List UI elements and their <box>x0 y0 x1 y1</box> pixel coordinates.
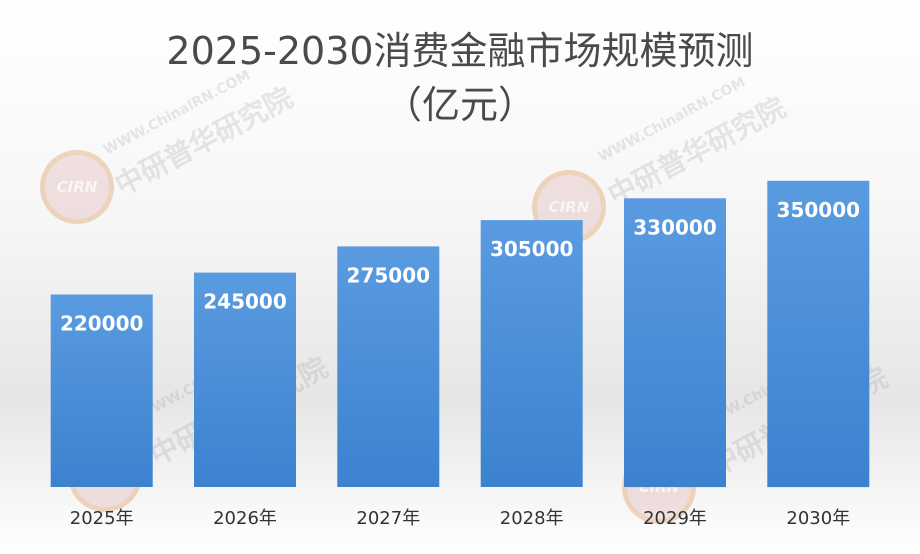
x-tick-label: 2028年 <box>500 508 564 529</box>
bar-2030年 <box>767 180 870 488</box>
data-label: 275000 <box>347 263 431 287</box>
watermark-logo-icon: CIRN <box>40 150 114 224</box>
data-label: 220000 <box>60 312 144 336</box>
bar-2029年 <box>624 198 726 488</box>
x-tick-label: 2029年 <box>643 508 707 529</box>
data-label: 330000 <box>633 215 717 239</box>
chart-subtitle: （亿元） <box>383 83 536 127</box>
data-label: 305000 <box>490 237 574 261</box>
bar-2027年 <box>337 246 440 487</box>
data-label: 350000 <box>777 198 861 222</box>
x-tick-label: 2027年 <box>356 508 420 529</box>
chart-title: 2025-2030消费金融市场规模预测 <box>166 29 754 73</box>
bar-2025年 <box>50 294 153 487</box>
data-label: 245000 <box>203 290 287 314</box>
bar-2026年 <box>194 272 296 487</box>
x-tick-label: 2026年 <box>213 508 277 529</box>
x-tick-label: 2030年 <box>786 508 850 529</box>
bar-2028年 <box>480 220 583 487</box>
x-tick-label: 2025年 <box>70 508 134 529</box>
